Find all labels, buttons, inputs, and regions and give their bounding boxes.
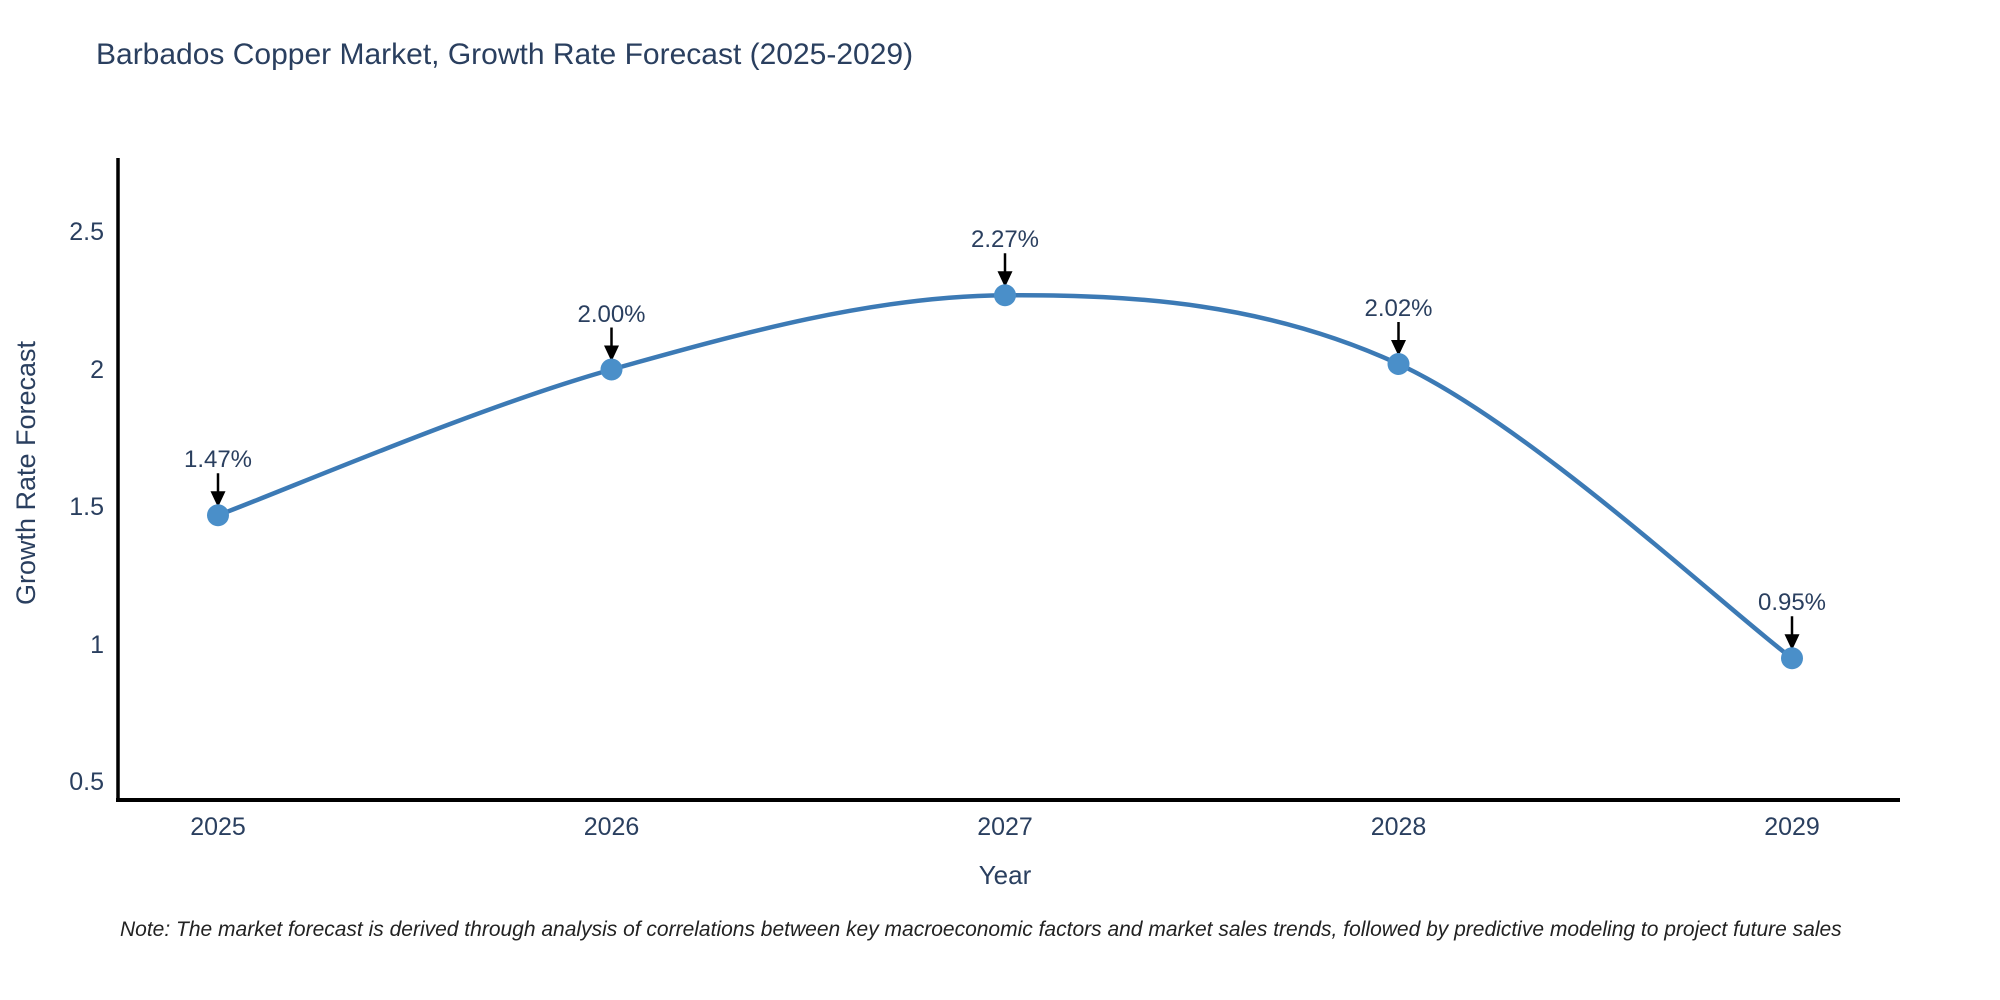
footnote: Note: The market forecast is derived thr…: [120, 918, 1842, 941]
series-line: [215, 292, 1795, 661]
y-tick-label-0.5: 0.5: [69, 768, 104, 796]
annotation-arrowhead-icon: [1784, 634, 1800, 651]
annotation-arrowhead-icon: [604, 345, 619, 362]
x-tick-label-2027: 2027: [977, 813, 1033, 841]
annotation-arrows: [210, 253, 1800, 651]
y-tick-label-2: 2: [90, 355, 104, 384]
y-tick-label-1.5: 1.5: [69, 493, 104, 521]
point-annotation-2028: 2.02%: [1364, 295, 1433, 322]
data-point-2029[interactable]: [1781, 647, 1803, 670]
data-point-2025[interactable]: [207, 504, 229, 527]
point-annotation-2027: 2.27%: [970, 226, 1040, 254]
annotation-arrowhead-icon: [997, 271, 1013, 288]
x-tick-label-2026: 2026: [583, 813, 640, 841]
point-annotation-2025: 1.47%: [183, 446, 253, 474]
point-annotation-2029: 0.95%: [1757, 589, 1827, 617]
y-tick-label-2.5: 2.5: [69, 218, 104, 246]
chart-title: Barbados Copper Market, Growth Rate Fore…: [96, 38, 914, 71]
x-tick-label-2025: 2025: [190, 813, 246, 841]
data-point-markers: [207, 284, 1803, 670]
point-annotation-2026: 2.00%: [577, 300, 646, 328]
data-point-2027[interactable]: [994, 284, 1016, 307]
y-tick-label-1: 1: [90, 630, 104, 659]
data-point-2028[interactable]: [1387, 353, 1410, 375]
x-axis-title: Year: [978, 860, 1032, 890]
x-tick-label-2028: 2028: [1370, 813, 1427, 841]
annotation-arrowhead-icon: [210, 491, 226, 508]
data-point-2026[interactable]: [600, 358, 623, 381]
annotation-arrowhead-icon: [1391, 340, 1406, 356]
x-tick-label-2029: 2029: [1764, 813, 1820, 841]
